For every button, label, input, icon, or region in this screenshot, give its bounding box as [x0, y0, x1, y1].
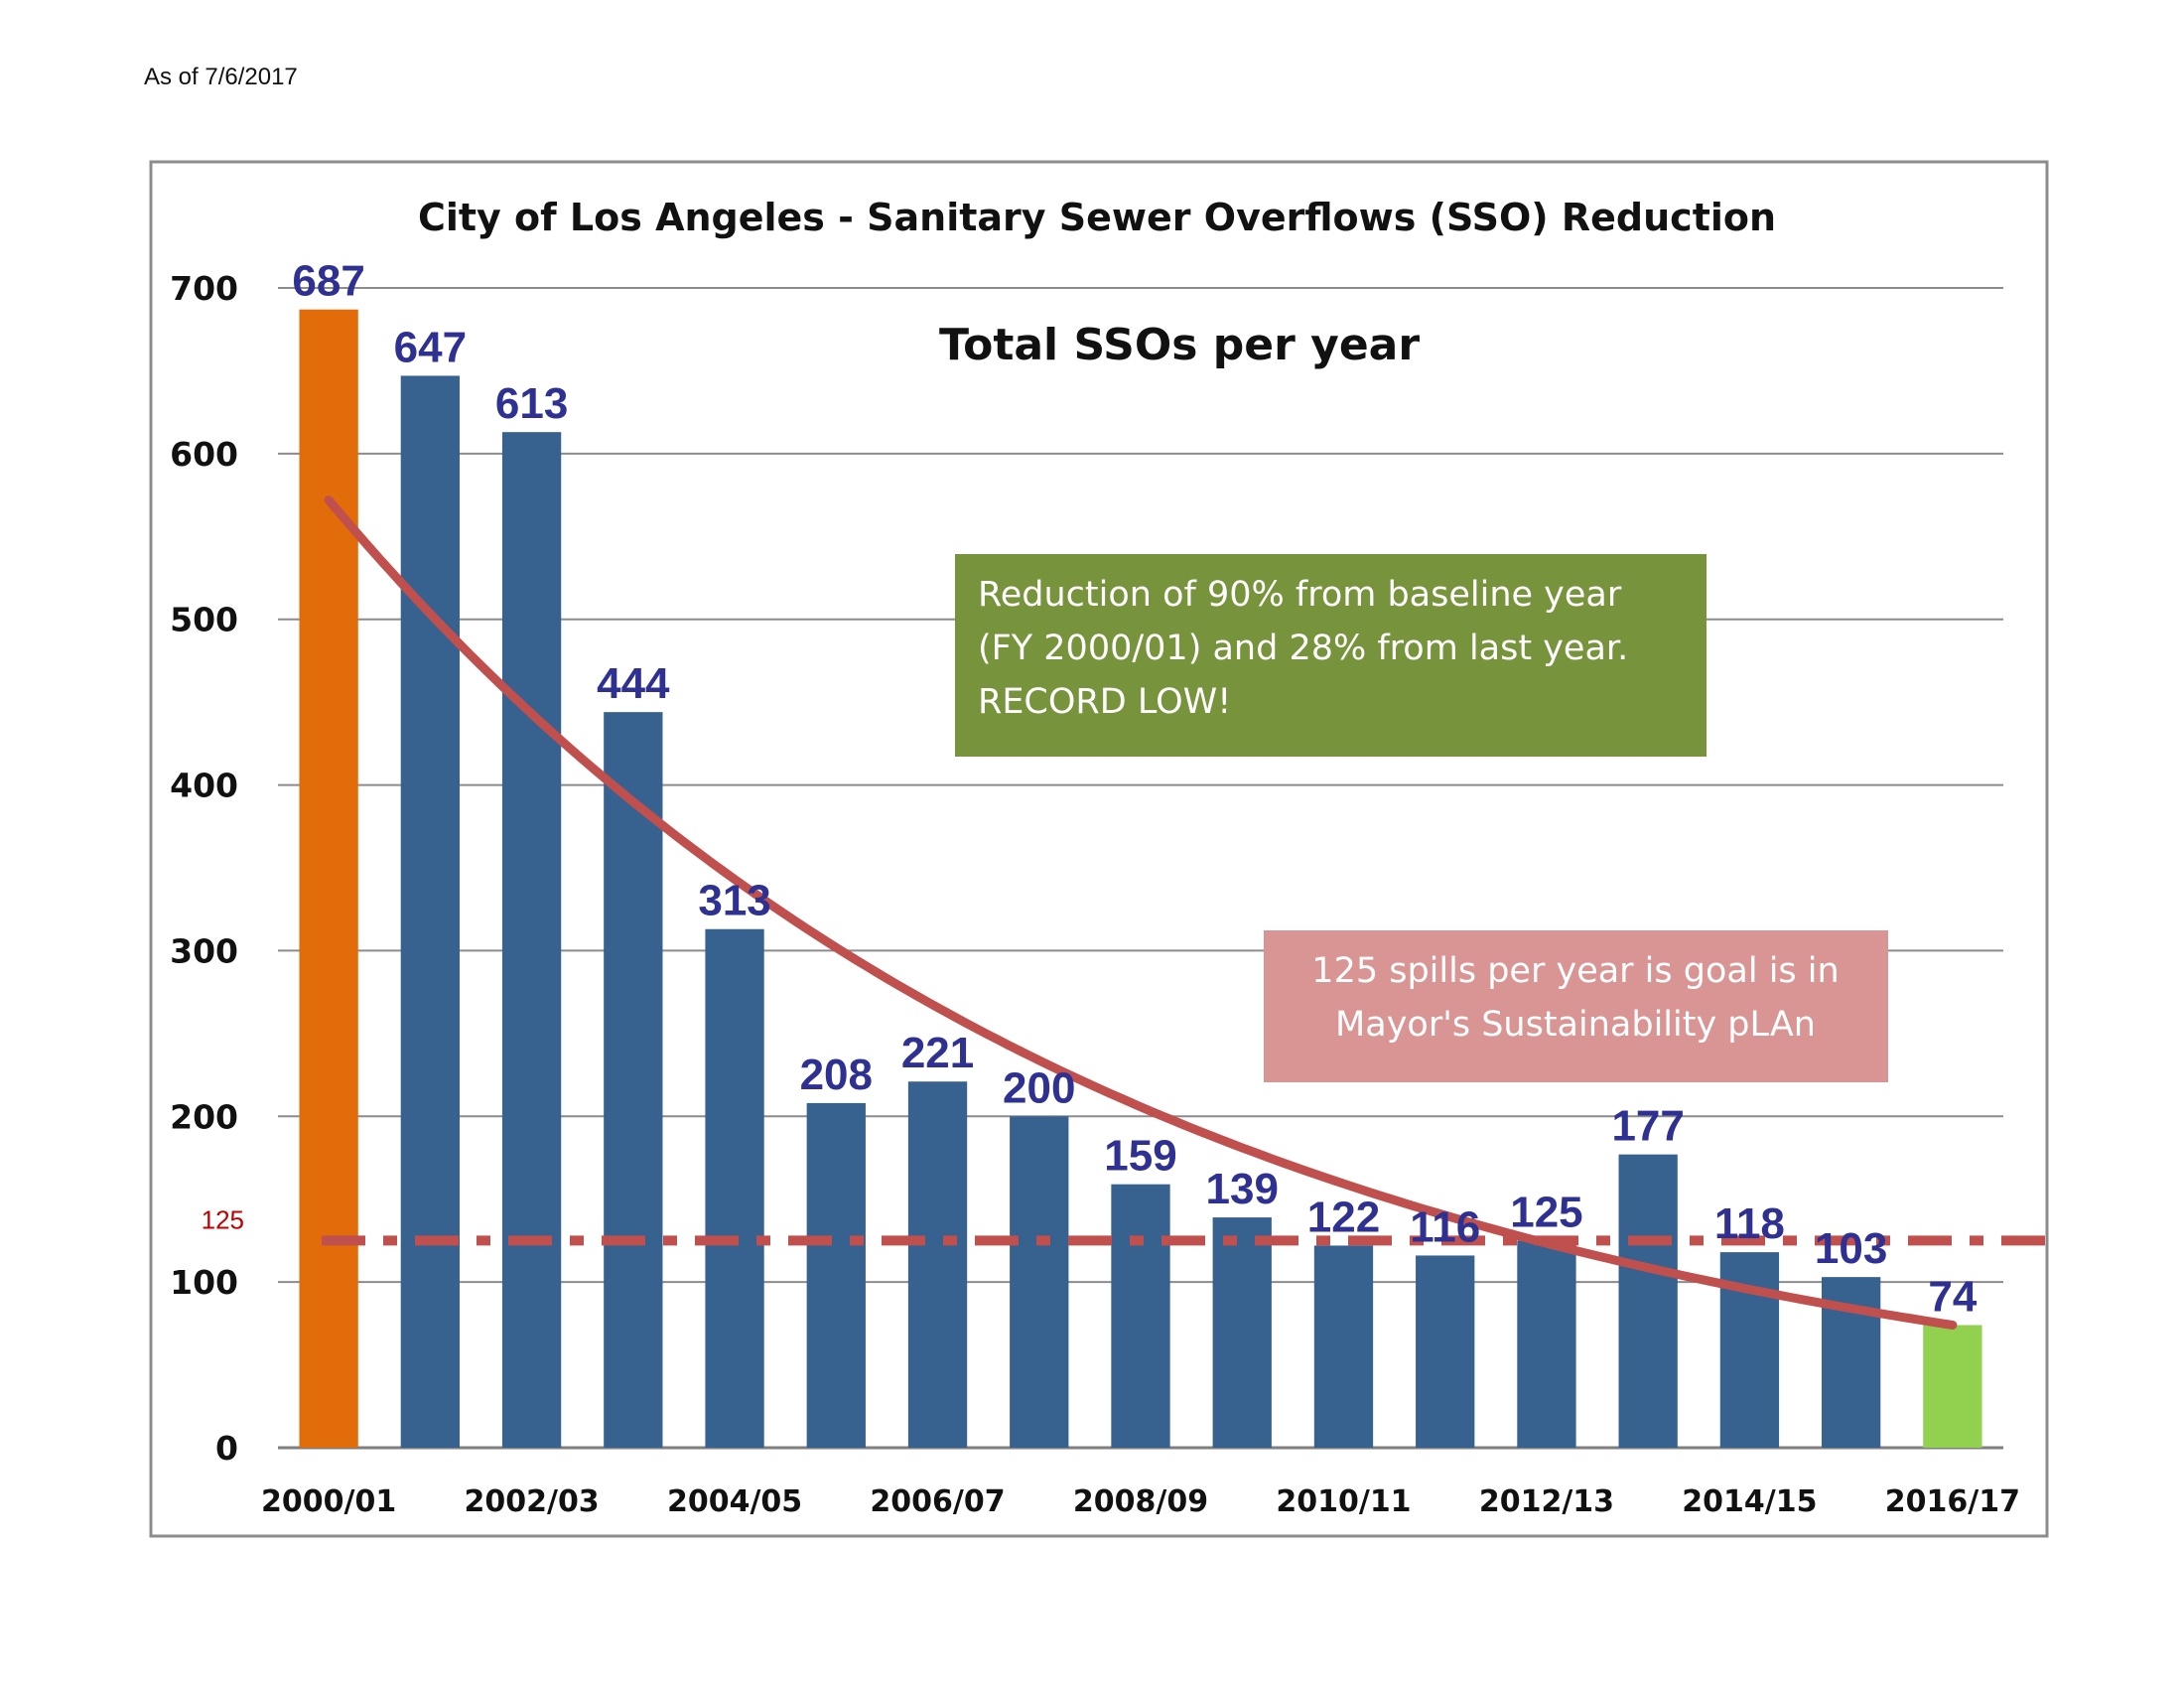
data-label: 687: [292, 257, 364, 306]
data-label: 118: [1714, 1199, 1785, 1248]
y-tick-label: 0: [215, 1429, 238, 1468]
x-tick-label: 2000/01: [261, 1484, 396, 1519]
data-label: 125: [1510, 1188, 1582, 1236]
bar: [1010, 1116, 1069, 1448]
y-axis-ticks: 0 100 200 300 400 500 600 700: [170, 269, 238, 1468]
y-tick-label: 700: [170, 269, 238, 308]
data-label: 200: [1003, 1063, 1075, 1112]
bar: [1111, 1184, 1170, 1448]
bar: [1517, 1240, 1576, 1448]
x-tick-label: 2006/07: [870, 1484, 1005, 1519]
goal-note-line: 125 spills per year is goal is in: [1311, 951, 1839, 991]
y-tick-label: 200: [170, 1097, 238, 1136]
reduction-note-box: [955, 554, 1706, 757]
data-label: 444: [597, 659, 670, 708]
reduction-note-line: Reduction of 90% from baseline year: [978, 575, 1622, 615]
x-tick-label: 2012/13: [1479, 1484, 1614, 1519]
reduction-note-line: RECORD LOW!: [978, 682, 1231, 722]
goal-line-label: 125: [202, 1204, 244, 1234]
x-tick-label: 2004/05: [667, 1484, 802, 1519]
as-of-date: As of 7/6/2017: [144, 64, 298, 90]
data-label: 159: [1104, 1132, 1176, 1181]
data-label: 122: [1307, 1193, 1380, 1241]
y-tick-label: 300: [170, 931, 238, 970]
bar: [705, 928, 764, 1448]
reduction-note-line: (FY 2000/01) and 28% from last year.: [978, 629, 1628, 668]
y-tick-label: 600: [170, 435, 238, 474]
bar: [1416, 1255, 1475, 1448]
bar: [604, 712, 663, 1448]
chart-subtitle: Total SSOs per year: [939, 320, 1420, 370]
goal-note-line: Mayor's Sustainability pLAn: [1335, 1005, 1816, 1045]
bar: [1313, 1245, 1374, 1448]
trend-line: [324, 495, 1958, 1330]
bar: [501, 432, 562, 1448]
data-label: 208: [800, 1051, 873, 1099]
data-label: 177: [1611, 1102, 1684, 1151]
x-tick-label: 2010/11: [1276, 1484, 1411, 1519]
x-tick-label: 2008/09: [1073, 1484, 1208, 1519]
y-tick-label: 400: [170, 767, 238, 805]
bar: [1618, 1154, 1678, 1448]
goal-note-box: [1264, 930, 1888, 1082]
x-tick-label: 2014/15: [1682, 1484, 1817, 1519]
data-label: 116: [1410, 1202, 1480, 1251]
data-label: 221: [901, 1029, 974, 1077]
bar: [1923, 1325, 1982, 1448]
bar: [299, 309, 358, 1449]
bar: [907, 1081, 968, 1448]
data-label: 613: [495, 379, 568, 428]
bar: [1212, 1217, 1272, 1448]
annotations: Reduction of 90% from baseline year (FY 2…: [955, 554, 1888, 1082]
data-labels: 687 647 613 444 313 208 221 200 159 139 122 116 125 1…: [292, 257, 1977, 1322]
goal-line-group: 125: [202, 1204, 2047, 1246]
chart-title: City of Los Angeles - Sanitary Sewer Ove…: [418, 196, 1776, 239]
x-tick-label: 2002/03: [464, 1484, 599, 1519]
y-tick-label: 100: [170, 1263, 238, 1302]
data-label: 313: [698, 877, 770, 925]
bar: [400, 375, 461, 1448]
y-tick-label: 500: [170, 601, 238, 639]
data-label: 74: [1928, 1273, 1977, 1322]
data-label: 103: [1815, 1224, 1887, 1273]
data-label: 139: [1206, 1165, 1279, 1213]
bar: [806, 1102, 866, 1448]
data-label: 647: [394, 323, 467, 371]
bars: [299, 309, 1982, 1449]
x-axis-ticks: 2000/01 2002/03 2004/05 2006/07 2008/09 2010/…: [261, 1484, 2020, 1519]
x-tick-label: 2016/17: [1885, 1484, 2020, 1519]
